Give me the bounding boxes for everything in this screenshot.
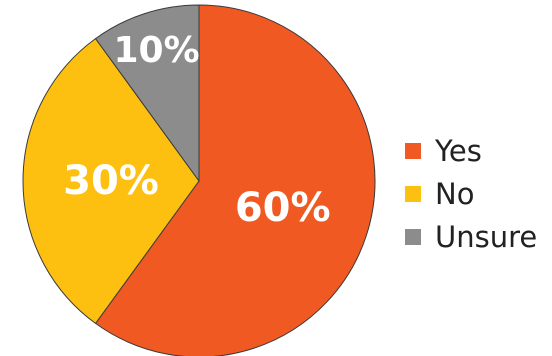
slice-label-no: 30%: [63, 158, 159, 204]
legend-swatch-yes: [405, 143, 421, 159]
pie-slice-yes: [94, 4, 376, 356]
pie-slice-labels: 60% 30% 10%: [63, 30, 330, 231]
legend-swatch-no: [405, 186, 421, 202]
pie-slice-no: [22, 37, 200, 325]
slice-label-yes: 60%: [235, 185, 331, 231]
legend: Yes No Unsure: [405, 134, 537, 254]
pie-slices: [22, 4, 376, 356]
legend-label-no: No: [435, 177, 474, 211]
pie-slice-unsure: [94, 4, 200, 183]
legend-label-yes: Yes: [434, 134, 482, 168]
legend-label-unsure: Unsure: [435, 220, 537, 254]
legend-swatch-unsure: [405, 229, 421, 245]
slice-label-unsure: 10%: [113, 30, 199, 71]
